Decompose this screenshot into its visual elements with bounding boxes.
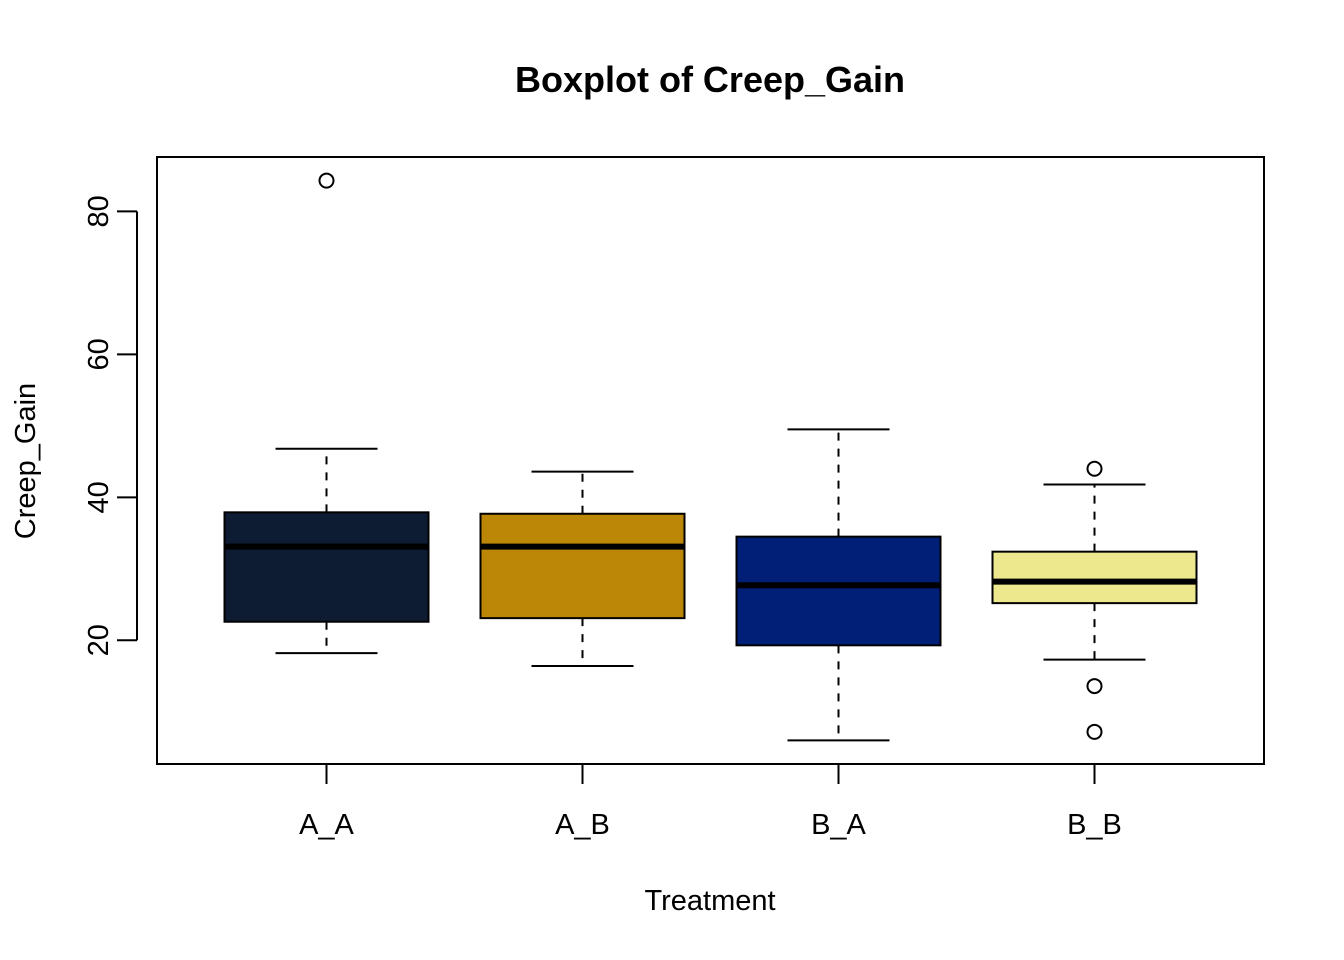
outlier-point — [318, 172, 335, 189]
x-tick-label: A_B — [555, 809, 610, 841]
x-tick-label: B_A — [811, 809, 866, 841]
chart-title: Boxplot of Creep_Gain — [515, 59, 905, 100]
y-tick-label: 20 — [83, 624, 115, 656]
plot-frame — [156, 156, 1265, 765]
box-group-a-b — [479, 470, 686, 668]
box-iqr — [735, 535, 942, 647]
x-axis: A_A A_B B_A B_B — [299, 764, 1122, 841]
y-tick-label: 80 — [83, 195, 115, 227]
boxes — [223, 172, 1198, 742]
outlier-point — [1086, 460, 1103, 477]
y-tick-label: 40 — [83, 481, 115, 513]
y-axis: 20 40 60 80 — [83, 195, 138, 656]
x-axis-label: Treatment — [644, 885, 775, 917]
y-axis-label: Creep_Gain — [10, 383, 42, 539]
box-group-a-a — [223, 172, 430, 655]
box-group-b-a — [735, 428, 942, 742]
y-tick-label: 60 — [83, 338, 115, 370]
box-iqr — [479, 512, 686, 620]
outlier-point — [1086, 678, 1103, 695]
x-tick-label: B_B — [1067, 809, 1122, 841]
box-group-b-b — [991, 460, 1198, 740]
outlier-point — [1086, 723, 1103, 740]
x-tick-label: A_A — [299, 809, 354, 841]
box-iqr — [223, 511, 430, 623]
box-iqr — [991, 550, 1198, 605]
